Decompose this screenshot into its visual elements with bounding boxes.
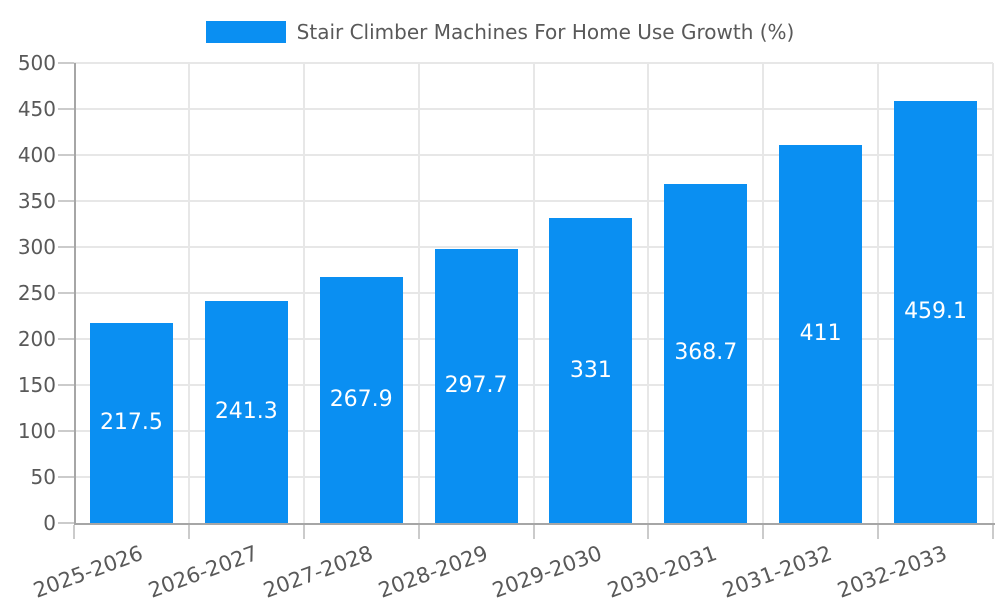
bar-value-label: 297.7 xyxy=(444,373,508,399)
gridline-vertical xyxy=(187,63,190,523)
x-axis-tick xyxy=(877,525,880,539)
x-tick-label: 2030-2031 xyxy=(604,540,721,600)
bar xyxy=(89,322,173,523)
bar xyxy=(204,301,288,523)
gridline-vertical xyxy=(762,63,765,523)
bar-value-label: 459.1 xyxy=(904,298,968,324)
y-tick-label: 350 xyxy=(17,189,56,213)
x-axis-tick xyxy=(417,525,420,539)
bar-value-label: 217.5 xyxy=(99,409,163,435)
x-axis-tick xyxy=(73,525,75,539)
y-axis-tick xyxy=(58,338,74,340)
y-tick-label: 500 xyxy=(17,51,56,75)
x-axis-tick xyxy=(992,525,994,539)
bar-value-label: 368.7 xyxy=(674,340,738,366)
bar-value-label: 267.9 xyxy=(329,386,393,412)
bar-value-label: 241.3 xyxy=(214,399,278,424)
y-tick-label: 400 xyxy=(17,143,56,167)
y-axis-tick xyxy=(58,292,74,294)
y-axis-tick xyxy=(58,62,74,64)
x-axis-line xyxy=(74,523,995,525)
y-tick-label: 200 xyxy=(17,327,56,351)
y-axis-tick xyxy=(58,430,74,432)
gridline-vertical xyxy=(532,63,535,523)
y-tick-label: 100 xyxy=(17,419,56,443)
y-axis-tick xyxy=(58,246,74,248)
x-tick-label: 2029-2030 xyxy=(489,540,606,600)
gridline-vertical xyxy=(647,63,650,523)
bar xyxy=(319,276,403,523)
x-tick-label: 2032-2033 xyxy=(834,540,951,600)
gridline-vertical xyxy=(877,63,880,523)
x-axis-tick xyxy=(187,525,190,539)
y-tick-label: 250 xyxy=(17,281,56,305)
bar xyxy=(664,183,748,523)
gridline-vertical xyxy=(302,63,305,523)
y-tick-label: 300 xyxy=(17,235,56,259)
x-tick-label: 2027-2028 xyxy=(259,540,376,600)
y-tick-label: 0 xyxy=(43,511,56,535)
y-axis-tick xyxy=(58,522,74,524)
x-axis-tick xyxy=(302,525,305,539)
y-tick-label: 50 xyxy=(30,465,56,489)
x-axis-tick xyxy=(647,525,650,539)
x-tick-label: 2025-2026 xyxy=(30,540,146,600)
bar xyxy=(549,218,633,523)
x-tick-label: 2026-2027 xyxy=(145,540,261,600)
y-axis-tick xyxy=(58,476,74,478)
bar-value-label: 331 xyxy=(569,357,612,383)
y-axis-tick xyxy=(58,108,74,110)
x-tick-label: 2028-2029 xyxy=(374,540,491,600)
y-axis-tick xyxy=(58,384,74,386)
legend-swatch xyxy=(205,21,286,43)
x-axis-tick xyxy=(762,525,765,539)
x-tick-label: 2031-2032 xyxy=(719,540,836,600)
bar xyxy=(779,144,863,523)
bar-value-label: 411 xyxy=(799,320,842,346)
legend: Stair Climber Machines For Home Use Grow… xyxy=(0,20,1000,44)
y-axis-tick xyxy=(58,200,74,202)
legend-label: Stair Climber Machines For Home Use Grow… xyxy=(296,20,795,44)
bar xyxy=(894,100,978,523)
y-axis-line xyxy=(74,63,76,525)
x-axis-tick xyxy=(532,525,535,539)
y-axis-tick xyxy=(58,154,74,156)
y-tick-label: 450 xyxy=(17,97,56,121)
bar xyxy=(434,249,518,523)
y-tick-label: 150 xyxy=(17,373,56,397)
gridline-vertical xyxy=(992,63,994,523)
gridline-vertical xyxy=(417,63,420,523)
